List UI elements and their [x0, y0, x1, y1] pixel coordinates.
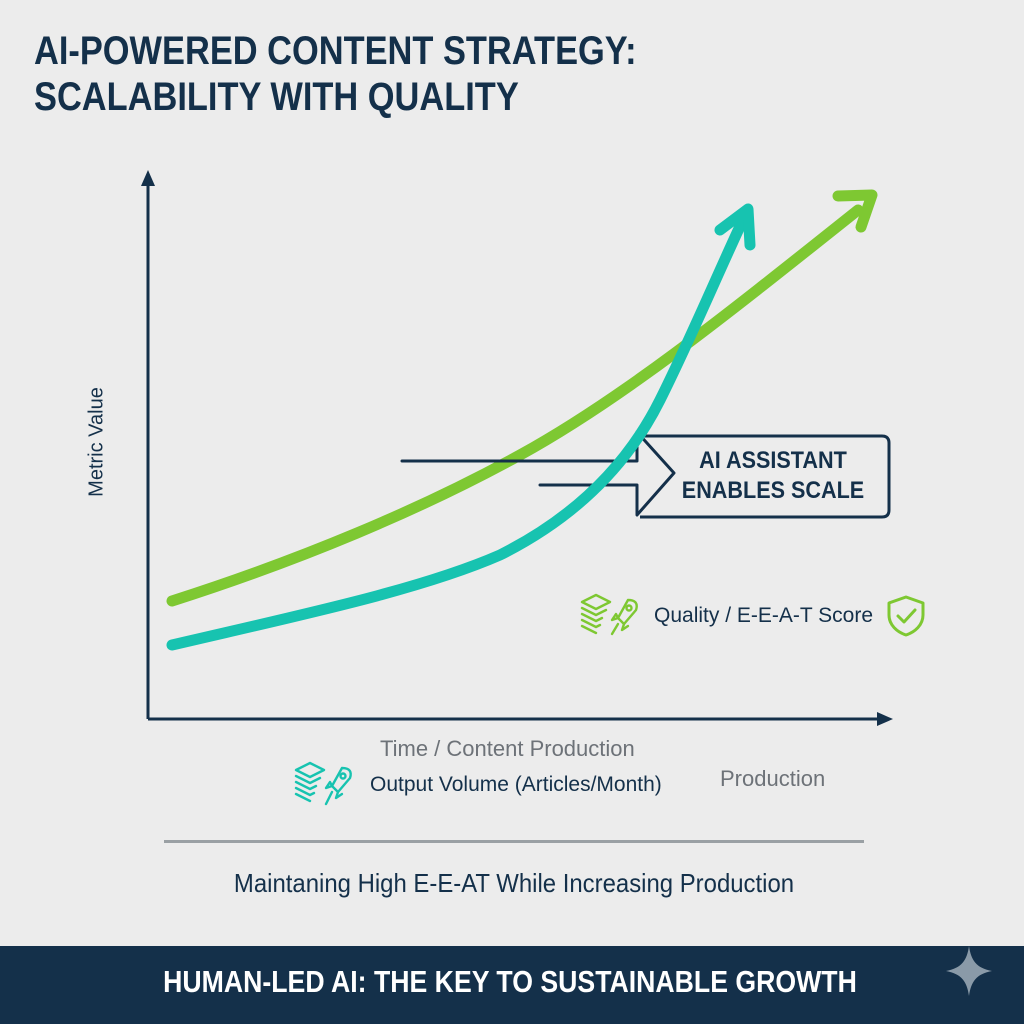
- stack-rocket-icon: [294, 761, 352, 806]
- legend-volume-label: Output Volume (Articles/Month): [370, 773, 662, 796]
- footer-text: HUMAN-LED AI: THE KEY TO SUSTAINABLE GRO…: [163, 964, 857, 999]
- sparkle-icon: [946, 946, 992, 996]
- legend-item-volume: Output Volume (Articles/Month): [292, 758, 662, 812]
- callout-arrow: [400, 430, 891, 519]
- callout-label: AI ASSISTANT ENABLES SCALE: [670, 446, 877, 506]
- volume-arrowhead-icon: [714, 203, 756, 251]
- title-line-2: SCALABILITY WITH QUALITY: [34, 75, 519, 119]
- quality-arrowhead-icon: [832, 189, 878, 233]
- stray-production-label: Production: [720, 766, 826, 791]
- y-axis-arrow-icon: [141, 170, 155, 186]
- legend-item-quality: Quality / E-E-A-T Score: [578, 592, 929, 640]
- callout-line-1: AI ASSISTANT: [699, 447, 847, 474]
- shield-check-icon: [887, 595, 925, 637]
- x-axis-label: Time / Content Production: [380, 736, 635, 761]
- stack-rocket-icon: [580, 593, 638, 636]
- footer-banner: HUMAN-LED AI: THE KEY TO SUSTAINABLE GRO…: [0, 946, 1024, 1024]
- legend-quality-label: Quality / E-E-A-T Score: [654, 604, 874, 627]
- chart-subtitle: Maintaning High E-E-AT While Increasing …: [233, 868, 795, 898]
- page-title: AI-POWERED CONTENT STRATEGY: SCALABILITY…: [34, 28, 637, 120]
- line-chart: [141, 170, 893, 726]
- series-quality-line: [166, 189, 878, 607]
- series-volume-line: [166, 203, 756, 651]
- y-axis-label: Metric Value: [85, 387, 108, 497]
- chart-axes: [141, 170, 893, 726]
- divider: [164, 840, 864, 843]
- x-axis-arrow-icon: [877, 712, 893, 726]
- title-line-1: AI-POWERED CONTENT STRATEGY:: [34, 29, 637, 73]
- callout-line-2: ENABLES SCALE: [681, 477, 865, 504]
